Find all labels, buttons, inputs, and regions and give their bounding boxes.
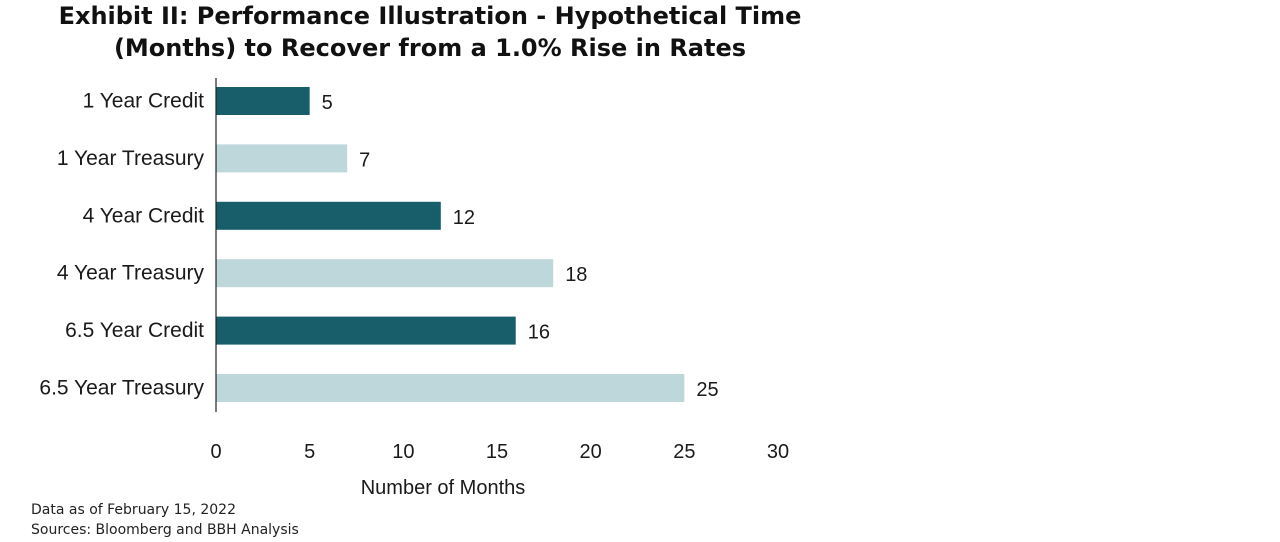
category-label-1-year-credit: 1 Year Credit <box>83 90 205 113</box>
x-tick-label-5: 5 <box>304 441 315 463</box>
bar-4-year-credit <box>216 201 441 230</box>
bar-6-5-year-credit <box>216 316 516 345</box>
bar-1-year-treasury <box>216 144 348 173</box>
category-label-4-year-treasury: 4 Year Treasury <box>57 262 205 285</box>
x-tick-label-30: 30 <box>767 441 789 463</box>
x-tick-label-15: 15 <box>486 441 508 463</box>
data-label-6-5-year-credit: 16 <box>528 322 550 344</box>
bar-chart: 1 Year Credit 5 1 Year Treasury 7 4 Year Cre… <box>39 78 789 499</box>
data-label-1-year-treasury: 7 <box>359 149 370 171</box>
x-axis-title: Number of Months <box>361 477 526 499</box>
category-label-6-5-year-treasury: 6.5 Year Treasury <box>39 377 204 400</box>
data-label-1-year-credit: 5 <box>322 92 333 114</box>
category-label-1-year-treasury: 1 Year Treasury <box>57 147 205 170</box>
data-label-4-year-treasury: 18 <box>565 264 587 286</box>
chart-title-line-1: Exhibit II: Performance Illustration - H… <box>58 2 802 30</box>
x-tick-label-0: 0 <box>210 441 221 463</box>
x-tick-label-25: 25 <box>673 441 695 463</box>
chart-footnote: Data as of February 15, 2022 Sources: Bl… <box>31 500 299 540</box>
x-tick-label-20: 20 <box>580 441 602 463</box>
x-tick-label-10: 10 <box>392 441 414 463</box>
data-label-6-5-year-treasury: 25 <box>696 379 718 401</box>
category-label-6-5-year-credit: 6.5 Year Credit <box>65 319 204 342</box>
category-label-4-year-credit: 4 Year Credit <box>83 204 205 227</box>
bar-4-year-treasury <box>216 259 554 288</box>
bar-6-5-year-treasury <box>216 374 685 402</box>
chart-title-line-2: (Months) to Recover from a 1.0% Rise in … <box>113 34 747 62</box>
bar-1-year-credit <box>216 87 310 115</box>
sources-note: Sources: Bloomberg and BBH Analysis <box>31 522 299 538</box>
data-date-note: Data as of February 15, 2022 <box>31 502 236 518</box>
chart-title: Exhibit II: Performance Illustration - H… <box>0 0 860 64</box>
data-label-4-year-credit: 12 <box>453 207 475 229</box>
